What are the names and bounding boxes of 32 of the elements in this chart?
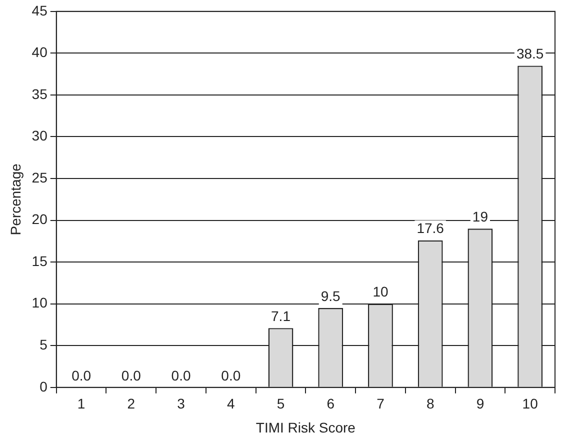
y-tick-label: 5 (40, 336, 48, 352)
data-label: 10 (372, 284, 388, 300)
x-tick-label: 1 (77, 396, 86, 412)
x-tick-label: 6 (326, 396, 335, 412)
x-tick-label: 4 (226, 396, 235, 412)
x-axis-title: TIMI Risk Score (256, 419, 356, 436)
data-label: 0.0 (121, 367, 142, 384)
x-tick-label: 5 (276, 396, 285, 412)
x-tick-label: 2 (127, 396, 136, 412)
y-tick-label: 25 (32, 169, 48, 186)
y-tick-label: 40 (32, 44, 48, 60)
y-tick-label: 20 (32, 211, 48, 228)
data-label: 0.0 (171, 367, 191, 384)
y-tick-label: 15 (32, 252, 48, 269)
x-tick-label: 7 (376, 396, 385, 412)
y-tick-label: 30 (32, 128, 48, 144)
data-label: 7.1 (271, 308, 291, 324)
y-tick-label: 0 (40, 378, 48, 394)
data-label: 19 (472, 208, 488, 225)
data-label: 17.6 (416, 220, 444, 236)
y-axis-title: Percentage (7, 163, 24, 236)
data-label: 9.5 (320, 288, 341, 304)
data-label: 0.0 (72, 367, 92, 384)
x-tick-label: 8 (426, 396, 434, 412)
x-tick-label: 9 (476, 396, 484, 412)
x-tick-label: 3 (177, 396, 186, 412)
data-label: 0.0 (221, 367, 241, 384)
y-tick-label: 10 (32, 294, 48, 311)
x-tick-label: 10 (522, 396, 538, 412)
y-tick-label: 45 (32, 2, 48, 18)
y-tick-label: 35 (32, 86, 48, 102)
data-label: 38.5 (516, 46, 544, 62)
